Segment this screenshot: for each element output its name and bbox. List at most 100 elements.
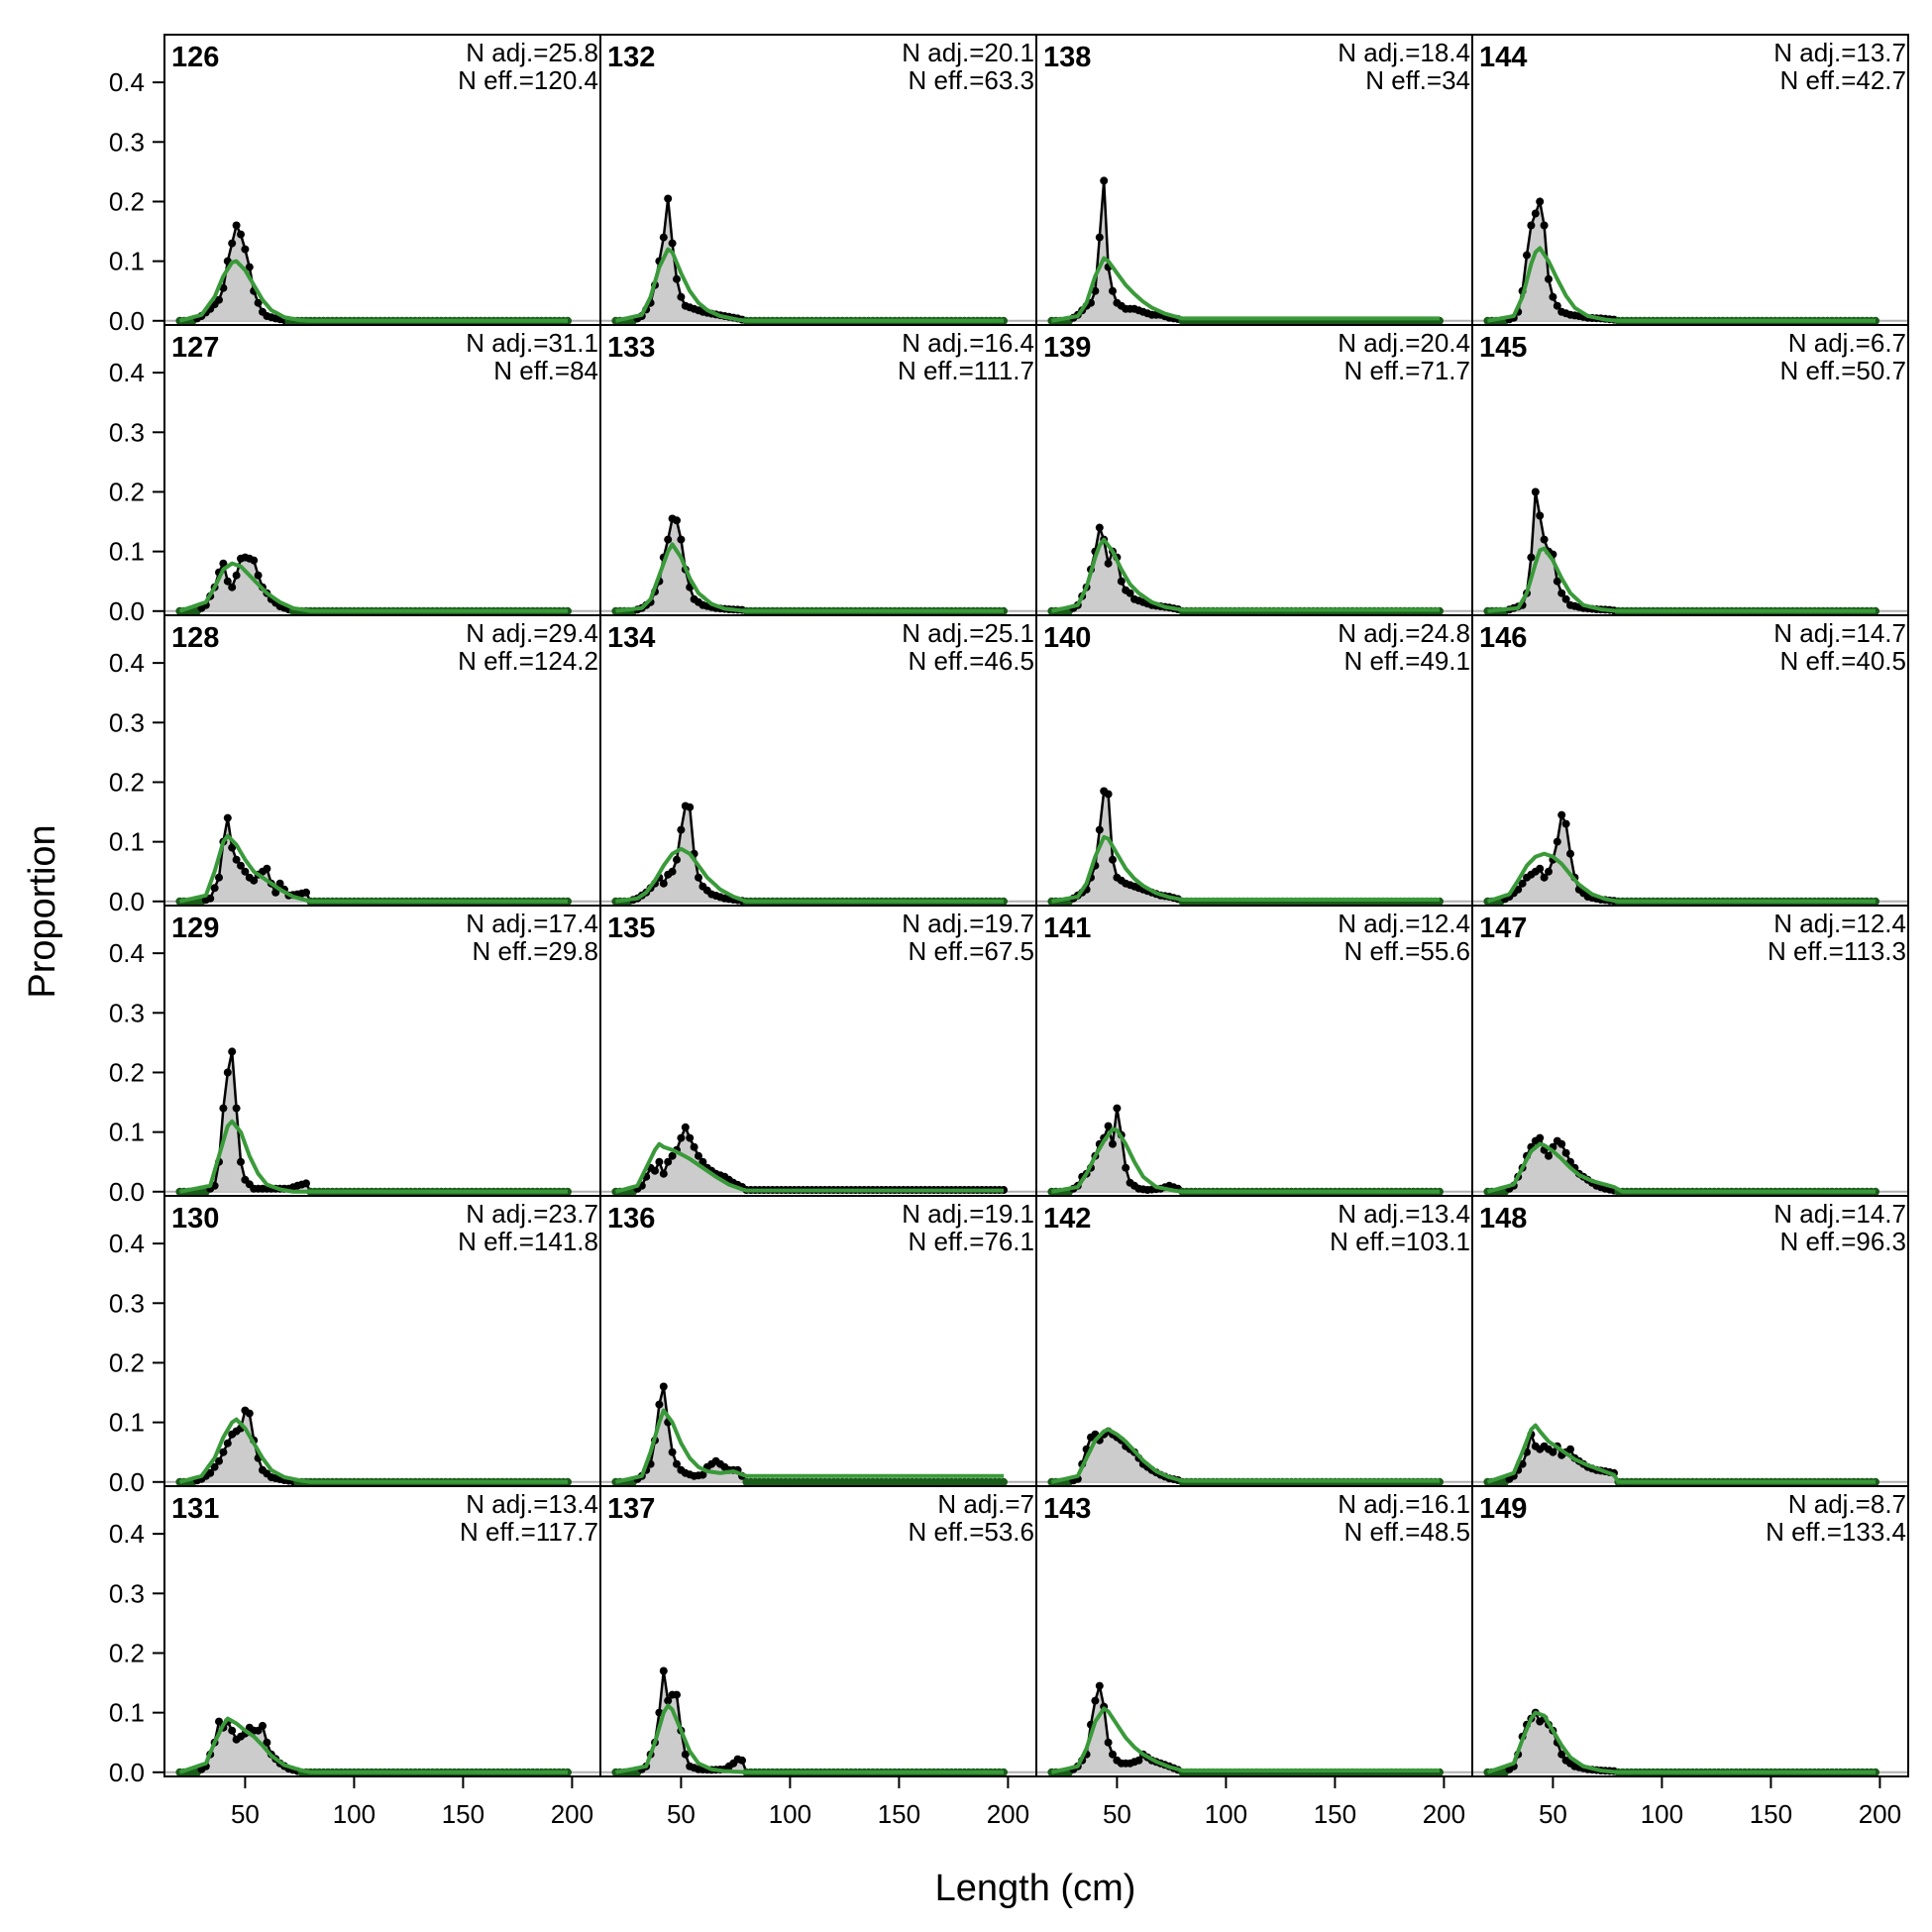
- observed-point: [738, 1756, 746, 1765]
- n-eff-label: N eff.=71.7: [1344, 356, 1470, 385]
- panel-147: 147 N adj.=12.4N eff.=113.3: [1471, 905, 1909, 1197]
- observed-point: [1540, 535, 1549, 544]
- expected-line: [1051, 834, 1440, 904]
- observed-area: [179, 1051, 568, 1192]
- observed-point: [686, 1133, 695, 1142]
- observed-point: [664, 1696, 673, 1705]
- expected-line: [615, 1703, 1004, 1774]
- expected-line: [1051, 1127, 1440, 1194]
- y-tick-label: 0.2: [109, 1347, 145, 1377]
- panel-136: 136 N adj.=19.1N eff.=76.1: [599, 1195, 1037, 1487]
- observed-point: [1540, 873, 1549, 882]
- panel-144: 144 N adj.=13.7N eff.=42.7: [1471, 34, 1909, 326]
- observed-point: [1553, 577, 1561, 586]
- observed-point: [250, 876, 259, 885]
- observed-point: [237, 230, 245, 239]
- observed-point: [664, 535, 673, 544]
- x-tick-label: 200: [1423, 1799, 1465, 1829]
- n-adj-label: N adj.=25.8: [466, 38, 598, 67]
- observed-point: [223, 813, 232, 822]
- observed-point: [659, 1169, 668, 1178]
- observed-point: [1134, 1756, 1143, 1765]
- panel-label: 129: [171, 912, 219, 944]
- observed-point: [271, 888, 280, 897]
- observed-area: [1487, 201, 1876, 321]
- x-tick-label: 50: [667, 1799, 696, 1829]
- observed-area: [615, 1386, 1004, 1482]
- observed-point: [695, 1151, 702, 1160]
- observed-point: [241, 245, 250, 254]
- n-adj-label: N adj.=20.1: [902, 38, 1034, 67]
- observed-point: [219, 283, 228, 292]
- x-tick-label: 200: [551, 1799, 593, 1829]
- y-tick-label: 0.2: [109, 1057, 145, 1087]
- panel-142: 142 N adj.=13.4N eff.=103.1: [1035, 1195, 1473, 1487]
- observed-point: [215, 1456, 223, 1465]
- y-axis-title: Proportion: [22, 824, 63, 998]
- observed-point: [668, 239, 677, 248]
- observed-point: [1117, 577, 1126, 586]
- panel-label: 127: [171, 332, 219, 364]
- expected-line: [178, 1417, 568, 1484]
- observed-point: [254, 571, 263, 580]
- panel-141: 141 N adj.=12.4N eff.=55.6: [1035, 905, 1473, 1197]
- n-adj-label: N adj.=20.4: [1338, 328, 1470, 358]
- observed-point: [219, 1448, 228, 1456]
- n-eff-label: N eff.=42.7: [1780, 65, 1906, 95]
- panel-label: 131: [171, 1493, 219, 1525]
- panel-127: 127 N adj.=31.1N eff.=84: [163, 324, 601, 616]
- observed-point: [1104, 559, 1113, 568]
- observed-point: [1527, 553, 1536, 562]
- observed-point: [1518, 879, 1527, 888]
- n-adj-label: N adj.=31.1: [466, 328, 598, 358]
- panel-149: 149 N adj.=8.7N eff.=133.4: [1471, 1485, 1909, 1777]
- y-tick-label: 0.0: [109, 1177, 145, 1207]
- panel-label: 135: [607, 912, 655, 944]
- observed-point: [215, 873, 223, 882]
- panel-label: 139: [1043, 332, 1091, 364]
- observed-point: [263, 864, 271, 873]
- x-tick-label: 100: [333, 1799, 376, 1829]
- observed-point: [206, 894, 215, 903]
- observed-point: [1091, 286, 1100, 295]
- n-adj-label: N adj.=7: [937, 1489, 1034, 1519]
- y-tick-label: 0.4: [109, 648, 145, 678]
- panel-146: 146 N adj.=14.7N eff.=40.5: [1471, 614, 1909, 907]
- n-eff-label: N eff.=49.1: [1344, 646, 1470, 676]
- observed-point: [302, 888, 310, 897]
- observed-area: [179, 225, 568, 321]
- y-tick-label: 0.3: [109, 417, 145, 447]
- expected-line: [178, 1716, 568, 1774]
- x-tick-label: 50: [231, 1799, 260, 1829]
- observed-point: [1549, 1448, 1557, 1456]
- n-adj-label: N adj.=18.4: [1338, 38, 1470, 67]
- y-tick-label: 0.1: [109, 827, 145, 857]
- panel-label: 136: [607, 1203, 655, 1234]
- n-adj-label: N adj.=16.4: [902, 328, 1034, 358]
- y-tick-label: 0.1: [109, 537, 145, 567]
- observed-point: [1545, 1151, 1553, 1160]
- panel-label: 146: [1479, 622, 1527, 654]
- n-eff-label: N eff.=141.8: [458, 1227, 598, 1256]
- observed-point: [1545, 274, 1553, 283]
- observed-point: [237, 1157, 245, 1166]
- observed-point: [695, 873, 702, 882]
- y-tick-label: 0.4: [109, 358, 145, 387]
- n-adj-label: N adj.=19.7: [902, 909, 1034, 938]
- n-eff-label: N eff.=120.4: [458, 65, 598, 95]
- n-eff-label: N eff.=84: [493, 356, 598, 385]
- y-tick-label: 0.1: [109, 1118, 145, 1147]
- panel-128: 128 N adj.=29.4N eff.=124.2: [163, 614, 601, 907]
- x-tick-label: 100: [1205, 1799, 1247, 1829]
- observed-point: [655, 1400, 664, 1409]
- observed-area: [615, 198, 1004, 321]
- observed-point: [1126, 589, 1134, 597]
- y-tick-label: 0.1: [109, 1408, 145, 1438]
- y-tick-label: 0.4: [109, 938, 145, 968]
- observed-point: [1109, 286, 1117, 295]
- observed-point: [677, 825, 686, 834]
- observed-point: [668, 1151, 677, 1160]
- x-tick-label: 150: [878, 1799, 920, 1829]
- n-eff-label: N eff.=76.1: [909, 1227, 1034, 1256]
